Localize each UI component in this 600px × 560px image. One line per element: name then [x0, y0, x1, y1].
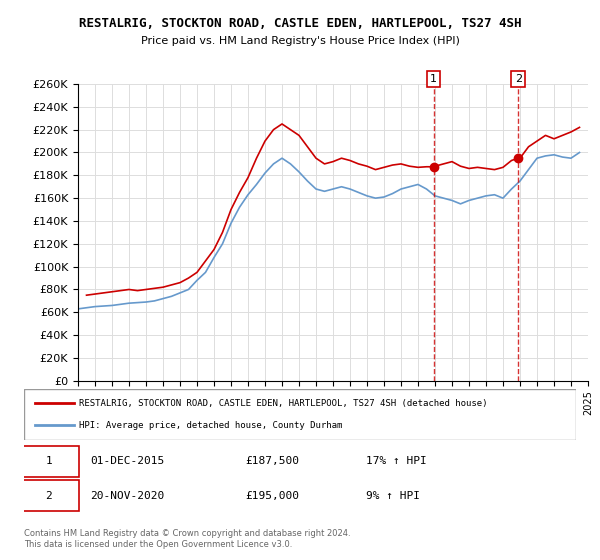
- Text: 9% ↑ HPI: 9% ↑ HPI: [366, 491, 420, 501]
- Text: RESTALRIG, STOCKTON ROAD, CASTLE EDEN, HARTLEPOOL, TS27 4SH: RESTALRIG, STOCKTON ROAD, CASTLE EDEN, H…: [79, 17, 521, 30]
- Text: HPI: Average price, detached house, County Durham: HPI: Average price, detached house, Coun…: [79, 421, 343, 430]
- FancyBboxPatch shape: [24, 389, 576, 440]
- FancyBboxPatch shape: [19, 480, 79, 511]
- Text: 20-NOV-2020: 20-NOV-2020: [90, 491, 164, 501]
- Text: 17% ↑ HPI: 17% ↑ HPI: [366, 456, 427, 466]
- Text: 01-DEC-2015: 01-DEC-2015: [90, 456, 164, 466]
- Text: £195,000: £195,000: [245, 491, 299, 501]
- Text: 2: 2: [46, 491, 52, 501]
- Text: 1: 1: [430, 74, 437, 84]
- Text: RESTALRIG, STOCKTON ROAD, CASTLE EDEN, HARTLEPOOL, TS27 4SH (detached house): RESTALRIG, STOCKTON ROAD, CASTLE EDEN, H…: [79, 399, 488, 408]
- FancyBboxPatch shape: [19, 446, 79, 477]
- Text: 1: 1: [46, 456, 52, 466]
- Text: £187,500: £187,500: [245, 456, 299, 466]
- Text: Contains HM Land Registry data © Crown copyright and database right 2024.
This d: Contains HM Land Registry data © Crown c…: [24, 529, 350, 549]
- Text: Price paid vs. HM Land Registry's House Price Index (HPI): Price paid vs. HM Land Registry's House …: [140, 36, 460, 46]
- Text: 2: 2: [515, 74, 522, 84]
